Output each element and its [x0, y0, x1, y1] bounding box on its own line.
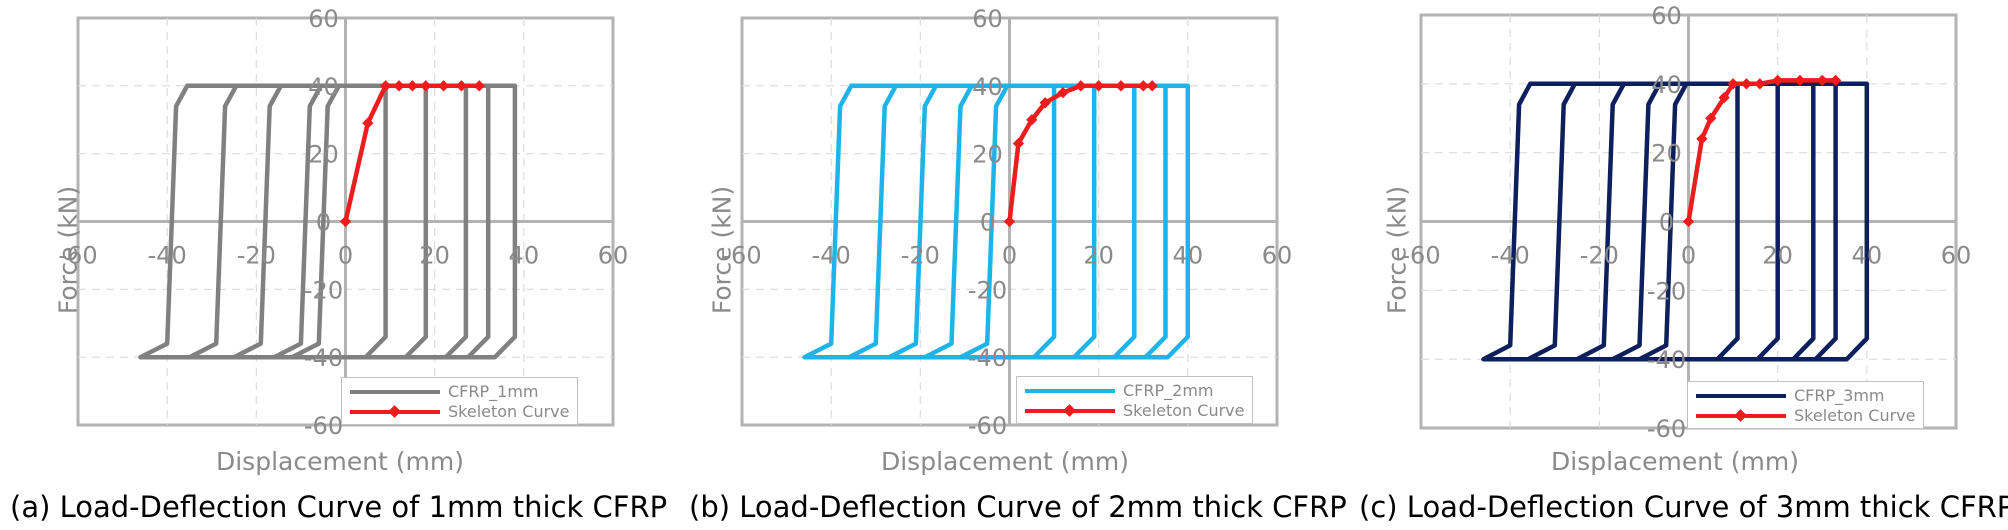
x-tick-label: -40 [148, 242, 187, 270]
y-tick-label: -20 [1647, 277, 1686, 305]
legend-line-swatch [1025, 381, 1115, 399]
chart-panel-a: -60 -40 -20 0 20 40 60 -60 -40 -20 0 20 40 60 Force (… [10, 0, 670, 530]
legend-item-series: CFRP_3mm [1696, 385, 1915, 405]
skeleton-curve-marker [1829, 74, 1842, 87]
y-tick-label: -40 [304, 344, 343, 372]
legend-label-skeleton: Skeleton Curve [448, 401, 570, 421]
chart-b-caption: (b) Load-Deflection Curve of 2mm thick C… [689, 490, 1347, 524]
legend-item-series: CFRP_2mm [1025, 380, 1244, 400]
y-tick-label: -40 [968, 344, 1007, 372]
x-tick-label: 20 [419, 242, 450, 270]
skeleton-curve-marker [1682, 215, 1695, 228]
legend-item-skeleton: Skeleton Curve [350, 401, 569, 421]
x-tick-label: 60 [1262, 242, 1293, 270]
x-tick-label: 20 [1083, 242, 1114, 270]
legend-marker-swatch [350, 402, 440, 420]
y-tick-label: 60 [308, 5, 339, 33]
skeleton-curve-marker [1003, 215, 1016, 228]
x-tick-label: 0 [338, 242, 353, 270]
y-tick-label: 60 [1651, 2, 1682, 30]
y-tick-label: -20 [968, 276, 1007, 304]
legend-label-series: CFRP_3mm [1794, 385, 1885, 405]
x-tick-label: -60 [58, 242, 97, 270]
y-tick-label: 60 [972, 5, 1003, 33]
y-tick-label: 40 [972, 73, 1003, 101]
chart-c-caption: (c) Load-Deflection Curve of 3mm thick C… [1359, 490, 2008, 524]
x-tick-label: -60 [1401, 242, 1440, 270]
x-tick-label: 40 [1852, 242, 1883, 270]
y-tick-label: -60 [1647, 415, 1686, 443]
chart-c-xlabel: Displacement (mm) [1550, 447, 1800, 476]
y-tick-label: 20 [1651, 140, 1682, 168]
skeleton-curve-marker [339, 215, 352, 228]
x-tick-label: 0 [1681, 242, 1696, 270]
x-tick-label: -40 [1491, 242, 1530, 270]
chart-a-legend: CFRP_1mm Skeleton Curve [341, 377, 579, 425]
legend-label-series: CFRP_1mm [448, 381, 539, 401]
hysteresis-loop [802, 83, 1191, 360]
legend-item-skeleton: Skeleton Curve [1025, 400, 1244, 420]
y-tick-label: 20 [308, 141, 339, 169]
chart-a-svg: -60 -40 -20 0 20 40 60 -60 -40 -20 0 20 40 60 [58, 5, 629, 440]
y-tick-label: 0 [1659, 209, 1674, 237]
x-tick-label: -40 [812, 242, 851, 270]
chart-b-xlabel: Displacement (mm) [880, 447, 1130, 476]
x-tick-label: 20 [1762, 242, 1793, 270]
chart-c-svg: -60 -40 -20 0 20 40 60 -60 -40 -20 0 20 40 60 [1401, 2, 1972, 443]
chart-c-legend: CFRP_3mm Skeleton Curve [1687, 381, 1925, 429]
x-tick-label: 0 [1002, 242, 1017, 270]
x-tick-label: 60 [598, 242, 629, 270]
chart-c-ylabel: Force (kN) [1382, 185, 1412, 315]
skeleton-curve-marker [1057, 86, 1069, 99]
legend-marker-swatch [1696, 406, 1786, 424]
hysteresis-loop [138, 83, 518, 360]
skeleton-curve-marker [1816, 74, 1828, 87]
legend-line-swatch [350, 382, 440, 400]
y-tick-label: 0 [980, 209, 995, 237]
x-tick-label: 40 [1173, 242, 1204, 270]
chart-a-xlabel: Displacement (mm) [215, 447, 465, 476]
y-tick-label: -40 [1647, 346, 1686, 374]
x-tick-label: -20 [237, 242, 276, 270]
skeleton-curve-marker [1137, 80, 1149, 92]
skeleton-curve-marker [1012, 137, 1025, 150]
x-tick-label: -20 [1580, 242, 1619, 270]
chart-a-caption: (a) Load-Deflection Curve of 1mm thick C… [10, 490, 668, 524]
y-tick-label: -60 [968, 412, 1007, 440]
legend-label-skeleton: Skeleton Curve [1123, 400, 1245, 420]
x-tick-label: -20 [901, 242, 940, 270]
x-tick-label: 60 [1941, 242, 1972, 270]
legend-line-swatch [1696, 386, 1786, 404]
x-tick-label: 40 [509, 242, 540, 270]
y-tick-label: 0 [316, 209, 331, 237]
y-tick-label: -20 [304, 276, 343, 304]
chart-b-ylabel: Force (kN) [707, 185, 737, 315]
legend-label-skeleton: Skeleton Curve [1794, 405, 1916, 425]
y-tick-label: -60 [304, 412, 343, 440]
legend-item-series: CFRP_1mm [350, 381, 569, 401]
y-tick-label: 40 [1651, 71, 1682, 99]
chart-b-svg: -60 -40 -20 0 20 40 60 -60 -40 -20 0 20 40 60 [722, 5, 1293, 440]
legend-item-skeleton: Skeleton Curve [1696, 405, 1915, 425]
chart-panel-b: -60 -40 -20 0 20 40 60 -60 -40 -20 0 20 40 60 Force (… [675, 0, 1347, 530]
legend-label-series: CFRP_2mm [1123, 380, 1214, 400]
chart-panel-c: -60 -40 -20 0 20 40 60 -60 -40 -20 0 20 40 60 Force (… [1345, 0, 2008, 530]
y-tick-label: 40 [308, 73, 339, 101]
legend-marker-swatch [1025, 401, 1115, 419]
skeleton-curve-line [1007, 83, 1153, 222]
chart-a-ylabel: Force (kN) [53, 185, 83, 315]
chart-b-legend: CFRP_2mm Skeleton Curve [1016, 376, 1254, 424]
skeleton-curve-marker [1696, 133, 1708, 145]
y-tick-label: 20 [972, 141, 1003, 169]
hysteresis-loop [1481, 81, 1870, 362]
x-tick-label: -60 [722, 242, 761, 270]
